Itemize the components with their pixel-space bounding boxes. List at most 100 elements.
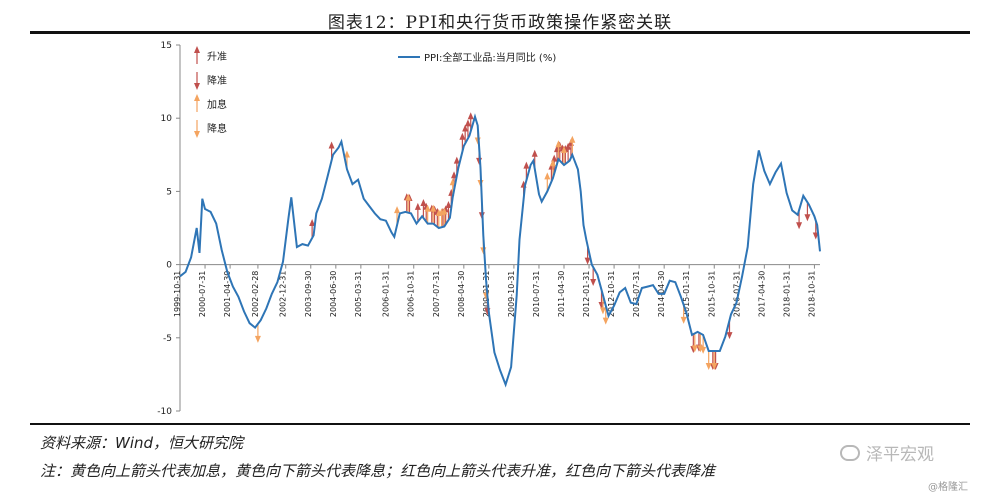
rate-down-arrow-head — [705, 362, 712, 370]
rate-up-arrow-head — [549, 159, 556, 167]
rate-down-arrow-head — [599, 307, 606, 315]
rate-up-arrow-head — [394, 206, 401, 214]
y-axis-ticks: 15 10 5 0 -5 -10 — [157, 41, 180, 417]
legend-rrr-up-arrow-head — [194, 46, 200, 53]
y-tick-label: 15 — [161, 41, 172, 51]
x-tick-label: 2008-04-30 — [457, 271, 466, 318]
rrr-up-arrow-head — [420, 199, 427, 207]
rate-up-arrow-head — [561, 146, 567, 154]
rate-up-arrow — [544, 172, 551, 191]
rate-up-arrow — [441, 207, 448, 226]
rate-up-arrow — [424, 204, 431, 223]
legend-rrr-up-label: 升准 — [207, 51, 227, 63]
rate-up-arrow-head — [424, 204, 431, 212]
rrr-up-arrow — [445, 201, 452, 220]
rate-down-arrow-head — [700, 346, 707, 354]
rrr-up-arrow — [420, 199, 427, 218]
x-tick-label: 1999-10-31 — [173, 271, 182, 318]
x-tick-label: 2002-02-28 — [251, 271, 260, 318]
rrr-up-arrow — [464, 119, 471, 138]
rrr-up-arrow — [414, 202, 421, 221]
rrr-up-arrow — [309, 218, 316, 237]
rrr-up-arrow-head — [464, 119, 471, 127]
rate-up-arrow — [561, 146, 567, 165]
legend-rrr-down-arrow-head — [194, 83, 200, 90]
x-tick-label: 2006-10-31 — [407, 271, 416, 318]
rrr-up-arrow-head — [462, 124, 469, 132]
wechat-icon — [840, 445, 860, 461]
y-tick-label: -10 — [157, 407, 172, 417]
ppi-series-line — [179, 113, 821, 388]
rate-down-arrow — [680, 305, 687, 324]
source-note: 资料来源：Wind，恒大研究院 — [40, 434, 244, 452]
x-tick-label: 2005-03-31 — [354, 271, 363, 318]
x-tick-label: 2017-04-30 — [757, 271, 766, 318]
rate-up-arrow — [555, 140, 562, 159]
rrr-up-arrow-head — [531, 149, 538, 157]
rrr-down-arrow — [796, 211, 803, 230]
rrr-down-arrow-head — [804, 214, 811, 222]
rate-down-arrow-head — [691, 345, 698, 353]
rate-down-arrow-head — [254, 335, 261, 343]
x-tick-label: 2003-09-30 — [304, 271, 313, 318]
watermark-credit: @格隆汇 — [928, 482, 968, 493]
rate-up-arrow-head — [343, 150, 350, 158]
rate-down-arrow-head — [680, 316, 687, 324]
rrr-up-arrow-head — [451, 171, 458, 179]
rate-up-arrow-head — [569, 135, 576, 143]
rate-down-arrow-head — [602, 317, 609, 325]
legend-rrr-down-label: 降准 — [207, 74, 227, 87]
rate-up-arrow-head — [555, 140, 562, 148]
rate-up-arrow-head — [441, 207, 448, 215]
rate-up-arrow-head — [430, 204, 437, 212]
policy-markers — [254, 112, 819, 370]
legend-rate-down-arrow — [194, 120, 200, 138]
rate-up-arrow — [430, 204, 437, 223]
x-tick-label: 2010-07-31 — [532, 271, 541, 318]
rrr-up-arrow-head — [309, 218, 316, 226]
y-tick-label: 10 — [161, 114, 173, 124]
x-tick-label: 2002-12-31 — [279, 271, 288, 318]
rate-up-arrow — [405, 193, 412, 212]
chart-axes — [179, 45, 820, 411]
rrr-down-arrow-head — [796, 222, 803, 230]
rrr-down-arrow-head — [726, 332, 733, 340]
rate-up-arrow-head — [405, 193, 412, 201]
rrr-up-arrow — [462, 124, 469, 143]
watermark-text: 泽平宏观 — [866, 445, 934, 465]
x-tick-label: 2015-01-31 — [682, 271, 691, 318]
rrr-up-arrow-head — [445, 201, 452, 209]
x-tick-label: 2012-01-31 — [582, 271, 591, 318]
x-axis-ticks: 1999-10-31 2000-07-31 2001-04-30 2002-02-28… — [173, 264, 816, 318]
y-tick-label: 0 — [166, 261, 172, 271]
rate-down-arrow-head — [711, 362, 718, 370]
watermark: 泽平宏观 — [840, 440, 934, 465]
rate-down-arrow — [691, 334, 698, 353]
rrr-up-arrow-head — [565, 142, 572, 150]
rrr-up-arrow-head — [459, 132, 466, 140]
x-tick-label: 2007-07-31 — [432, 271, 441, 318]
x-tick-label: 2009-10-31 — [507, 271, 516, 318]
rrr-up-arrow — [467, 112, 474, 131]
rate-down-arrow — [705, 351, 712, 370]
x-tick-label: 2000-07-31 — [198, 271, 207, 318]
x-tick-label: 2012-10-31 — [607, 271, 616, 318]
rrr-up-arrow-head — [328, 141, 335, 149]
rrr-up-arrow-head — [414, 202, 421, 210]
rate-up-arrow-head — [544, 172, 551, 180]
x-tick-label: 2018-01-31 — [782, 271, 791, 318]
rrr-up-arrow-head — [467, 112, 474, 120]
x-tick-label: 2004-06-30 — [329, 271, 338, 318]
legend-series-label: PPI:全部工业品:当月同比 (%) — [424, 51, 556, 64]
rrr-down-arrow-head — [584, 257, 591, 265]
footer-rule — [30, 423, 970, 425]
legend-rate-up-arrow — [194, 94, 200, 112]
rate-down-arrow — [599, 296, 606, 315]
rrr-down-arrow — [804, 203, 811, 222]
rate-up-arrow — [569, 135, 576, 154]
legend-rate-up-label: 加息 — [207, 98, 227, 111]
rate-down-arrow — [700, 335, 707, 354]
rate-up-arrow-head — [449, 178, 456, 186]
y-tick-label: 5 — [166, 187, 172, 197]
x-tick-label: 2011-04-30 — [557, 271, 566, 318]
